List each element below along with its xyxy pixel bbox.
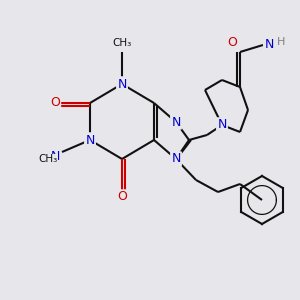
Text: N: N [171,152,181,166]
Text: N: N [217,118,227,131]
Text: CH₃: CH₃ [38,154,58,164]
Text: N: N [264,38,274,52]
Text: O: O [227,35,237,49]
Text: N: N [50,151,60,164]
Text: N: N [171,116,181,128]
Text: N: N [85,134,95,146]
Text: H: H [277,37,285,47]
Text: O: O [50,97,60,110]
Text: O: O [117,190,127,203]
Text: CH₃: CH₃ [112,38,132,48]
Text: N: N [117,77,127,91]
